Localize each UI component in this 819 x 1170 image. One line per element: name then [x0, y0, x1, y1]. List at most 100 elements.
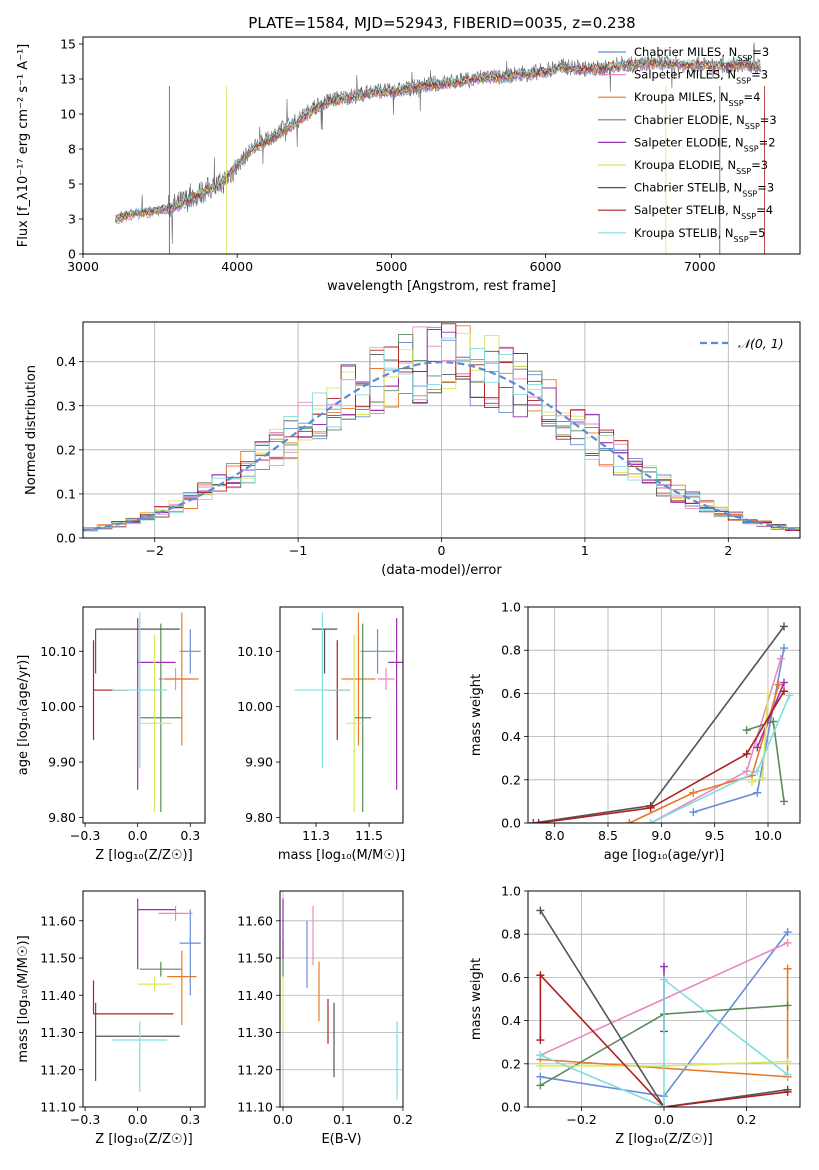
x-tick-label: 6000	[530, 259, 562, 274]
line-plot-area	[536, 906, 792, 1107]
series-marker	[660, 975, 668, 984]
x-axis-label: age [log₁₀(age/yr)]	[604, 848, 725, 863]
series-marker	[783, 1001, 792, 1010]
x-tick-label: 0.3	[180, 828, 200, 843]
x-tick-label: 8.5	[598, 828, 618, 843]
y-tick-label: 3	[68, 212, 76, 227]
series-marker	[748, 777, 756, 786]
series-marker	[780, 678, 788, 687]
panel-mass-vs-Z: −0.3 0.0 0.3 11.10 11.20 11.30 11.40 11.50 11.60…	[16, 890, 206, 1147]
y-axis-label: mass weight	[469, 958, 484, 1040]
legend-entry: Kroupa ELODIE, NSSP=3	[634, 158, 768, 176]
y-axis-label: age [log₁₀(age/yr)]	[16, 655, 31, 776]
y-tick-label: 10	[60, 107, 76, 122]
y-tick-label: 0.2	[56, 442, 76, 457]
x-tick-label: 0.0	[273, 1112, 293, 1127]
y-tick-label: 11.20	[237, 1062, 273, 1077]
series-marker	[742, 726, 751, 735]
y-tick-label: 0.4	[501, 729, 521, 744]
y-tick-label: 11.20	[40, 1062, 76, 1077]
x-tick-label: −0.2	[566, 1112, 596, 1127]
x-axis-label: E(B-V)	[321, 1132, 361, 1147]
series-marker	[534, 819, 543, 823]
panel-age-vs-Z: −0.3 0.0 0.3 9.80 9.90 10.00 10.10 Z [log₁₀(Z/Z…	[16, 606, 206, 863]
legend-entry: Chabrier MILES, NSSP=3	[634, 45, 769, 63]
y-tick-label: 0	[68, 247, 76, 262]
y-tick-label: 11.30	[237, 1025, 273, 1040]
x-tick-label: −1	[289, 543, 307, 558]
panel-massweight-vs-Z: −0.2 0.0 0.2 0.0 0.2 0.4 0.6 0.8 1.0 Z [log₁₀(Z/Z…	[469, 884, 801, 1147]
legend-entry: Chabrier ELODIE, NSSP=3	[634, 113, 777, 131]
y-tick-label: 11.60	[40, 913, 76, 928]
legend-entry: Salpeter MILES, NSSP=3	[634, 68, 768, 86]
spectrum-model-line	[115, 57, 761, 219]
legend-entry: Salpeter ELODIE, NSSP=2	[634, 135, 776, 153]
x-tick-label: 0.2	[393, 1112, 413, 1127]
x-tick-label: 11.5	[355, 828, 383, 843]
y-tick-label: 11.10	[237, 1100, 273, 1115]
x-tick-label: −0.3	[70, 1112, 100, 1127]
y-tick-label: 8	[68, 142, 76, 157]
x-tick-label: −2	[145, 543, 163, 558]
x-axis-label: Z [log₁₀(Z/Z☉)]	[95, 848, 192, 863]
x-tick-label: 9.0	[651, 828, 671, 843]
series-marker	[769, 717, 778, 726]
series-marker	[536, 906, 545, 915]
legend-entry: Kroupa MILES, NSSP=4	[634, 90, 760, 108]
panel-spectrum: 3000 4000 5000 6000 7000 0 3 5 8 10 13 15 wavelength…	[16, 36, 801, 294]
legend-entry: Salpeter STELIB, NSSP=4	[634, 203, 773, 221]
y-tick-label: 11.50	[237, 951, 273, 966]
spectrum-model-line	[115, 56, 761, 221]
x-tick-label: 3000	[67, 259, 99, 274]
series-marker	[536, 1081, 545, 1090]
x-axis-label: (data-model)/error	[381, 563, 502, 578]
hist-plot-area	[83, 323, 800, 533]
series-marker	[776, 654, 785, 663]
series-marker	[780, 622, 788, 631]
series-marker	[774, 680, 783, 689]
series-line	[650, 658, 782, 823]
y-tick-label: 9.80	[245, 810, 273, 825]
series-marker	[783, 1070, 792, 1079]
axes-frame	[279, 606, 404, 824]
series-marker	[753, 767, 762, 776]
x-axis-label: Z [log₁₀(Z/Z☉)]	[95, 1132, 192, 1147]
series-marker	[536, 1072, 545, 1081]
y-axis-label: Normed distribution	[24, 365, 39, 495]
series-line	[540, 977, 789, 1107]
series-marker	[780, 687, 788, 696]
y-tick-label: 0.4	[56, 354, 76, 369]
series-marker	[742, 767, 751, 776]
y-tick-label: 0.2	[501, 1056, 521, 1071]
x-axis-label: Z [log₁₀(Z/Z☉)]	[615, 1132, 712, 1147]
x-tick-label: 0.0	[128, 1112, 148, 1127]
series-line	[533, 625, 785, 823]
series-line	[539, 909, 788, 1107]
y-tick-label: 10.10	[40, 644, 76, 659]
y-axis-label: Flux [f_λ10⁻¹⁷ erg cm⁻² s⁻¹ A⁻¹]	[16, 44, 31, 248]
series-line	[538, 690, 785, 823]
x-tick-label: 1	[581, 543, 589, 558]
series-marker	[689, 808, 698, 817]
series-marker	[764, 689, 772, 698]
scatter-plot-area	[92, 898, 201, 1093]
series-line	[628, 684, 780, 823]
panel-residuals: −2 −1 0 1 2 0.0 0.1 0.2 0.3 0.4 (data-model)/error…	[24, 321, 801, 578]
series-marker	[529, 819, 538, 823]
series-marker	[783, 964, 792, 973]
x-tick-label: 0.0	[128, 828, 148, 843]
y-axis-label: mass weight	[469, 674, 484, 756]
x-tick-label: 4000	[221, 259, 253, 274]
x-tick-label: −0.3	[70, 828, 100, 843]
series-marker	[536, 971, 545, 980]
series-marker	[780, 797, 788, 806]
series-marker	[742, 749, 751, 758]
series-marker	[660, 1103, 668, 1107]
y-tick-label: 13	[60, 72, 76, 87]
axes-frame	[82, 606, 206, 824]
y-tick-label: 0.8	[501, 927, 521, 942]
x-tick-label: 0.2	[736, 1112, 756, 1127]
x-tick-label: 11.3	[302, 828, 330, 843]
panel-mass-vs-EBV: 0.0 0.1 0.2 11.10 11.20 11.30 11.40 11.50 11.60 E…	[237, 890, 413, 1147]
x-tick-label: 10.0	[754, 828, 782, 843]
